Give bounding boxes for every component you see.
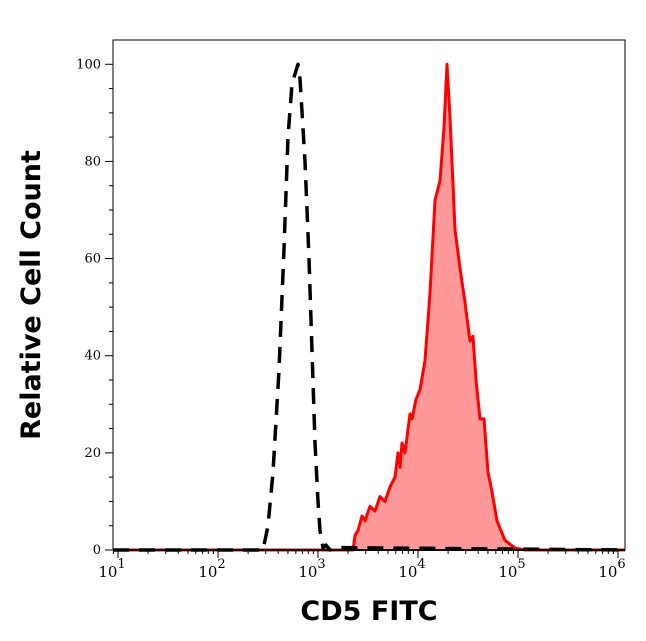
y-tick-label: 20 (84, 446, 101, 461)
y-tick-label: 0 (93, 543, 101, 558)
x-tick-label: 105 (498, 557, 525, 581)
x-tick-base: 10 (398, 563, 417, 581)
x-tick-exponent: 3 (317, 557, 325, 572)
x-tick-label: 101 (98, 557, 125, 581)
x-tick-base: 10 (498, 563, 517, 581)
series-layer (113, 62, 626, 552)
y-axis-label: Relative Cell Count (16, 150, 47, 440)
series-fill-cd5 (113, 64, 625, 551)
x-tick-label: 104 (398, 557, 425, 581)
x-tick-base: 10 (598, 563, 617, 581)
y-tick-label: 40 (84, 349, 101, 364)
y-tick-label: 80 (84, 154, 101, 169)
x-tick-exponent: 2 (217, 557, 225, 572)
x-tick-base: 10 (198, 563, 217, 581)
series-line-cd5 (113, 62, 625, 552)
x-tick-base: 10 (98, 563, 117, 581)
x-axis-label: CD5 FITC (300, 596, 437, 627)
series-line-isotype (113, 62, 626, 552)
x-tick-exponent: 6 (617, 557, 625, 572)
x-tick-label: 106 (598, 557, 625, 581)
x-tick-exponent: 1 (117, 557, 125, 572)
x-tick-label: 103 (298, 557, 325, 581)
x-tick-exponent: 4 (417, 557, 425, 572)
x-tick-label: 102 (198, 557, 225, 581)
x-tick-base: 10 (298, 563, 317, 581)
plot-frame (112, 39, 626, 551)
y-tick-label: 100 (76, 57, 101, 72)
x-tick-exponent: 5 (517, 557, 525, 572)
y-tick-label: 60 (84, 252, 101, 267)
